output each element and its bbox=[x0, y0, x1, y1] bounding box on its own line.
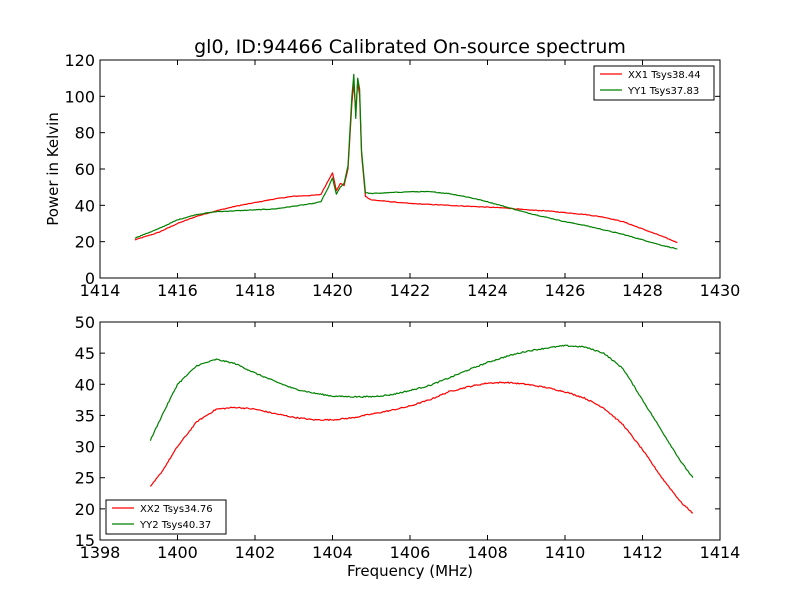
chart-title: gl0, ID:94466 Calibrated On-source spect… bbox=[194, 36, 626, 58]
top-ytick-label: 60 bbox=[75, 160, 95, 179]
bottom-ytick-label: 30 bbox=[75, 438, 95, 457]
top-ylabel: Power in Kelvin bbox=[44, 112, 62, 226]
top-plot-frame bbox=[99, 59, 721, 279]
bottom-xtick-label: 1398 bbox=[80, 543, 121, 562]
top-xtick-label: 1418 bbox=[235, 281, 276, 300]
legend-label-xx2: XX2 Tsys34.76 bbox=[140, 504, 213, 515]
top-tick-group: 1414 1416 1418 1420 1422 1424 1426 1428 1430 0 20 4… bbox=[64, 51, 740, 300]
top-series-line-2 bbox=[134, 73, 678, 250]
bottom-ytick-label: 20 bbox=[75, 500, 95, 519]
top-series-line-1 bbox=[134, 81, 678, 244]
bottom-series-line-1 bbox=[149, 381, 694, 514]
top-ytick-label: 120 bbox=[64, 51, 95, 70]
bottom-ytick-label: 15 bbox=[75, 531, 95, 550]
bottom-xtick-label: 1410 bbox=[545, 543, 586, 562]
bottom-ytick-label: 35 bbox=[75, 406, 95, 425]
bottom-ytick-label: 40 bbox=[75, 375, 95, 394]
top-xtick-label: 1420 bbox=[312, 281, 353, 300]
top-xtick-label: 1414 bbox=[80, 281, 121, 300]
bottom-ytick-label: 45 bbox=[75, 344, 95, 363]
bottom-series-line-2 bbox=[149, 344, 694, 478]
top-xtick-label: 1416 bbox=[157, 281, 198, 300]
bottom-xtick-label: 1404 bbox=[312, 543, 353, 562]
bottom-xlabel: Frequency (MHz) bbox=[347, 562, 473, 580]
top-ytick-label: 0 bbox=[85, 269, 95, 288]
top-panel: Power in Kelvin 1414 1416 1418 1420 1422 1424… bbox=[44, 51, 740, 300]
bottom-legend: XX2 Tsys34.76 YY2 Tsys40.37 bbox=[105, 499, 227, 535]
bottom-xtick-label: 1402 bbox=[235, 543, 276, 562]
top-ytick-label: 80 bbox=[75, 124, 95, 143]
bottom-xtick-label: 1412 bbox=[622, 543, 663, 562]
top-xtick-label: 1430 bbox=[700, 281, 741, 300]
top-xtick-label: 1422 bbox=[390, 281, 431, 300]
top-legend-box bbox=[593, 65, 715, 101]
bottom-ytick-label: 50 bbox=[75, 313, 95, 332]
bottom-ytick-label: 25 bbox=[75, 469, 95, 488]
top-ytick-label: 20 bbox=[75, 233, 95, 252]
top-xtick-label: 1424 bbox=[467, 281, 508, 300]
top-series-group bbox=[134, 73, 678, 250]
bottom-xtick-label: 1406 bbox=[390, 543, 431, 562]
bottom-xtick-label: 1408 bbox=[467, 543, 508, 562]
bottom-xtick-label: 1400 bbox=[157, 543, 198, 562]
bottom-legend-box bbox=[105, 499, 227, 535]
bottom-xtick-label: 1414 bbox=[700, 543, 741, 562]
bottom-plot-frame bbox=[99, 321, 721, 541]
bottom-series-group bbox=[149, 344, 694, 514]
bottom-tick-group: 1398 1400 1402 1404 1406 1408 1410 1412 1414 15 20… bbox=[75, 313, 741, 562]
top-ytick-label: 100 bbox=[64, 87, 95, 106]
top-ytick-label: 40 bbox=[75, 196, 95, 215]
top-xtick-label: 1428 bbox=[622, 281, 663, 300]
bottom-panel: 1398 1400 1402 1404 1406 1408 1410 1412 1414 15 20… bbox=[75, 313, 741, 580]
top-legend: XX1 Tsys38.44 YY1 Tsys37.83 bbox=[593, 65, 715, 101]
legend-label-yy1: YY1 Tsys37.83 bbox=[627, 86, 699, 97]
legend-label-xx1: XX1 Tsys38.44 bbox=[628, 70, 701, 81]
legend-label-yy2: YY2 Tsys40.37 bbox=[139, 520, 211, 531]
top-xtick-label: 1426 bbox=[545, 281, 586, 300]
